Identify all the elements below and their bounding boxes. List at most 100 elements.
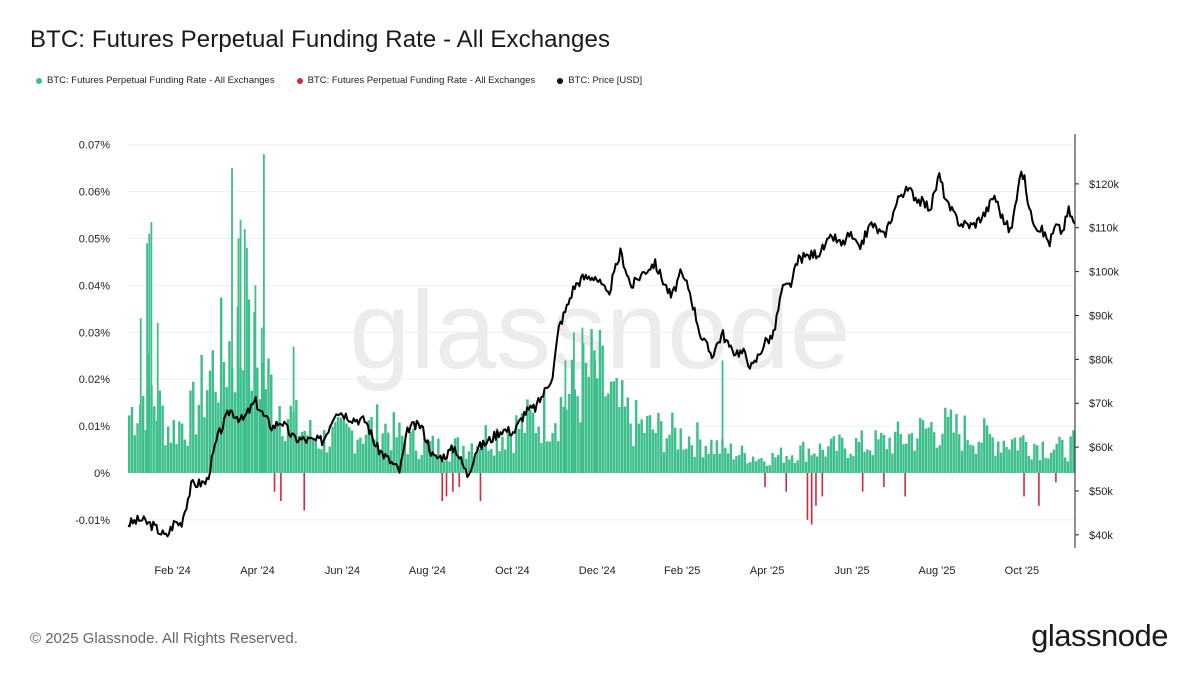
funding-bar [543,391,546,473]
funding-bar [899,434,902,473]
funding-bar [128,415,131,473]
funding-bar [559,396,563,473]
funding-bar [676,449,680,473]
funding-bar [657,412,660,473]
funding-bar [643,433,646,473]
funding-bar [473,456,476,473]
left-tick-label: 0.04% [79,280,110,292]
funding-bar [442,461,446,473]
funding-bar [807,448,811,473]
funding-bar [481,445,485,473]
funding-spike [721,360,724,473]
funding-bar [1049,452,1053,473]
funding-bar [955,414,958,473]
funding-bar [420,455,423,473]
funding-bar [258,399,262,473]
funding-bar [774,457,777,473]
funding-bar [1044,457,1047,473]
brand-logo[interactable]: glassnode [1031,618,1168,653]
funding-bar [910,433,914,473]
funding-bar [966,440,969,473]
funding-bar [796,460,799,473]
funding-bar [590,329,593,473]
funding-bar [715,440,719,473]
funding-bar [1002,440,1006,473]
left-tick-label: -0.01% [75,515,110,527]
funding-bar [1033,443,1036,473]
funding-bar [609,381,613,473]
copyright: © 2025 Glassnode. All Rights Reserved. [30,630,298,647]
funding-spike [146,243,149,473]
funding-bar [757,459,760,473]
funding-bar [336,416,340,473]
legend-dot-green [36,77,42,84]
funding-bar [311,438,315,473]
funding-bar [219,297,223,473]
funding-bar [180,423,184,473]
funding-bar [487,450,490,473]
funding-bar [980,442,983,473]
funding-bar [818,443,822,473]
funding-bar [414,450,418,473]
funding-bar [576,396,579,473]
funding-bar [994,455,997,473]
x-tick-label: Dec '24 [579,565,616,577]
funding-bar [866,449,869,473]
funding-bar [1005,447,1008,473]
chart-title: BTC: Futures Perpetual Funding Rate - Al… [30,26,611,53]
funding-bar [737,455,741,473]
funding-bar [629,423,632,473]
funding-bar [969,444,972,473]
x-tick-label: Apr '24 [240,565,275,577]
funding-bar [1010,439,1014,473]
funding-bar [208,370,212,473]
funding-spike [594,360,597,473]
funding-bar [671,412,674,473]
funding-bar [164,445,167,473]
funding-bar [297,435,301,473]
funding-bar [166,426,170,473]
legend-item-funding-negative[interactable]: BTC: Futures Perpetual Funding Rate - Al… [296,75,535,86]
funding-bar [353,453,357,473]
funding-spike [581,327,584,473]
funding-bar [595,378,599,473]
funding-bar [565,409,568,473]
funding-bar [256,367,259,473]
funding-spike [139,318,142,473]
funding-negative-bar [764,472,766,488]
funding-bar [824,456,827,473]
legend-dot-red [296,77,303,84]
x-tick-label: Aug '25 [918,565,955,577]
funding-bar [763,461,766,473]
funding-bar [1041,441,1045,473]
legend: BTC: Futures Perpetual Funding Rate - Al… [36,75,642,86]
legend-item-price[interactable]: BTC: Price [USD] [557,75,642,86]
funding-bar [810,455,813,473]
funding-bar [896,421,900,473]
funding-bar [359,437,362,473]
funding-bar [793,462,797,473]
funding-bar [707,453,710,473]
funding-bar [751,456,755,473]
funding-spike [150,222,153,473]
funding-bar [275,421,279,473]
funding-bar [203,417,206,473]
funding-bar [771,452,774,473]
funding-bar [854,437,858,473]
funding-bar [1055,443,1058,473]
funding-negative-bar [785,472,788,492]
funding-bar [623,406,627,473]
funding-bar [153,406,156,473]
funding-bar [960,450,964,473]
funding-bar [698,439,702,473]
funding-bar [693,456,696,473]
legend-item-funding-positive[interactable]: BTC: Futures Perpetual Funding Rate - Al… [36,75,275,86]
funding-bar [289,405,292,473]
funding-spike [243,229,246,473]
funding-bar [776,454,780,473]
funding-bar [130,407,134,473]
funding-bar [905,443,908,473]
funding-bar [815,456,819,473]
funding-negative-bar [861,472,864,492]
price-line[interactable] [127,170,1076,538]
